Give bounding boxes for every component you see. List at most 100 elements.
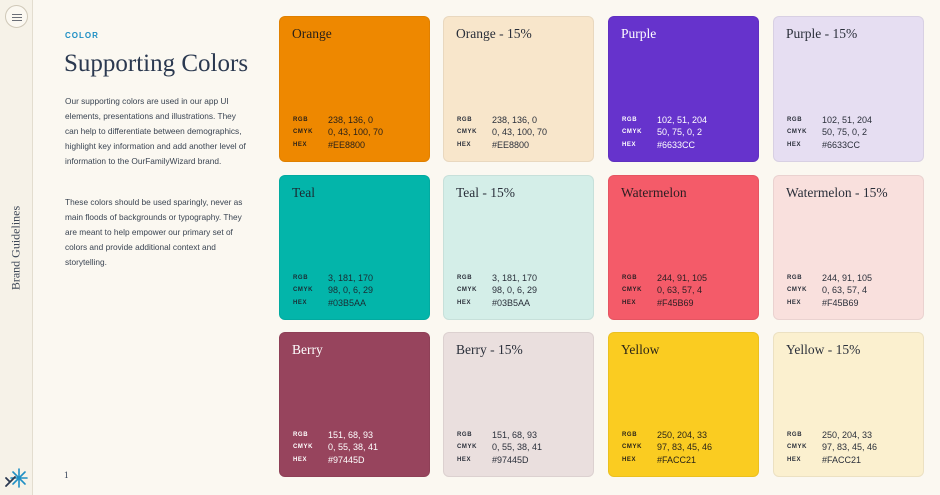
spec-label: HEX [787,141,802,148]
spec-value: 0, 63, 57, 4 [822,285,868,296]
spec-label: RGB [622,274,638,281]
swatch-specs: RGB 238, 136, 0 CMYK 0, 43, 100, 70 HEX #EE88… [457,114,547,152]
spec-label: RGB [457,116,473,123]
swatch-specs: RGB 102, 51, 204 CMYK 50, 75, 0, 2 HEX #6633C… [787,114,872,152]
spec-value: 3, 181, 170 [492,272,538,283]
spec-value: 151, 68, 93 [328,429,374,440]
section-eyebrow: COLOR [65,31,99,40]
spec-label: RGB [293,431,309,438]
spec-value: #EE8800 [492,139,530,150]
spec-label: HEX [293,141,308,148]
spec-value: 250, 204, 33 [822,429,873,440]
swatch-specs: RGB 151, 68, 93 CMYK 0, 55, 38, 41 HEX #97445… [457,429,542,467]
section-vertical-label[interactable]: Brand Guidelines [8,205,23,291]
spec-label: RGB [457,431,473,438]
spec-row-hex: HEX #F45B69 [787,297,872,310]
spec-row-cmyk: CMYK 97, 83, 45, 46 [787,441,877,454]
swatch-name: Watermelon [621,185,687,200]
spec-row-cmyk: CMYK 0, 55, 38, 41 [293,441,378,454]
spec-row-cmyk: CMYK 98, 0, 6, 29 [293,284,373,297]
spec-value: #03B5AA [328,297,367,308]
spec-row-hex: HEX #03B5AA [457,297,537,310]
sidebar-rail: Brand Guidelines [0,0,33,495]
intro-paragraph: Our supporting colors are used in our ap… [65,96,246,167]
spec-value: #97445D [328,454,365,465]
spec-label: HEX [622,299,637,306]
spec-row-cmyk: CMYK 50, 75, 0, 2 [787,126,872,139]
spec-label: RGB [787,274,803,281]
spec-row-rgb: RGB 102, 51, 204 [787,114,872,127]
swatch-name: Watermelon - 15% [786,185,888,200]
swatch-name: Berry [292,342,323,357]
spec-value: #03B5AA [492,297,531,308]
spec-label: CMYK [622,287,643,294]
spec-value: 0, 63, 57, 4 [657,285,703,296]
spec-row-rgb: RGB 250, 204, 33 [622,429,712,442]
spec-value: #6633CC [657,139,696,150]
hamburger-icon-line [12,20,22,21]
hamburger-icon-line [12,17,22,18]
spec-value: #97445D [492,454,529,465]
color-swatch-card: Berry - 15% RGB 151, 68, 93 CMYK 0, 55, 38, … [443,332,594,477]
swatch-specs: RGB 250, 204, 33 CMYK 97, 83, 45, 46 HEX #FAC… [787,429,877,467]
page-number: 1 [64,470,69,480]
spec-label: HEX [622,141,637,148]
color-swatch-card: Berry RGB 151, 68, 93 CMYK 0, 55, 38, 41 HEX #… [279,332,430,477]
spec-value: 50, 75, 0, 2 [822,127,868,138]
spec-label: HEX [457,141,472,148]
spec-value: 238, 136, 0 [328,114,374,125]
swatch-specs: RGB 102, 51, 204 CMYK 50, 75, 0, 2 HEX #6633C… [622,114,707,152]
spec-label: RGB [622,431,638,438]
page-title: Supporting Colors [64,50,249,77]
swatch-specs: RGB 3, 181, 170 CMYK 98, 0, 6, 29 HEX #03B5AA [293,272,373,310]
spec-row-hex: HEX #97445D [293,454,378,467]
spec-label: HEX [457,299,472,306]
spec-value: 97, 83, 45, 46 [657,442,713,453]
swatch-name: Orange [292,26,332,41]
spec-value: 244, 91, 105 [822,272,873,283]
spec-value: #FACC21 [822,454,862,465]
spec-row-hex: HEX #FACC21 [787,454,877,467]
spec-value: 102, 51, 204 [657,114,708,125]
spec-row-hex: HEX #6633CC [622,139,707,152]
spec-row-hex: HEX #EE8800 [457,139,547,152]
spec-label: CMYK [293,444,314,451]
spec-row-cmyk: CMYK 50, 75, 0, 2 [622,126,707,139]
spec-row-rgb: RGB 238, 136, 0 [293,114,383,127]
spec-row-hex: HEX #97445D [457,454,542,467]
spec-label: CMYK [622,129,643,136]
spec-row-rgb: RGB 3, 181, 170 [457,272,537,285]
swatch-name: Purple [621,26,657,41]
spec-value: #F45B69 [822,297,859,308]
spec-label: CMYK [457,129,478,136]
spec-row-cmyk: CMYK 0, 63, 57, 4 [787,284,872,297]
spec-row-hex: HEX #6633CC [787,139,872,152]
color-swatch-card: Teal - 15% RGB 3, 181, 170 CMYK 98, 0, 6, 29… [443,175,594,320]
spec-value: #6633CC [822,139,861,150]
spec-row-rgb: RGB 151, 68, 93 [457,429,542,442]
spec-row-rgb: RGB 3, 181, 170 [293,272,373,285]
swatch-specs: RGB 244, 91, 105 CMYK 0, 63, 57, 4 HEX #F45B6… [622,272,707,310]
spec-label: HEX [787,456,802,463]
usage-paragraph: These colors should be used sparingly, n… [65,197,243,268]
starburst-logo-icon[interactable] [4,466,28,490]
spec-label: RGB [293,116,309,123]
spec-value: 0, 55, 38, 41 [328,442,379,453]
spec-label: HEX [293,456,308,463]
menu-button[interactable] [5,5,28,28]
swatch-name: Teal [292,185,316,200]
spec-label: RGB [787,431,803,438]
spec-label: HEX [787,299,802,306]
spec-label: CMYK [293,287,314,294]
spec-value: #EE8800 [328,139,366,150]
spec-row-cmyk: CMYK 98, 0, 6, 29 [457,284,537,297]
spec-value: 0, 43, 100, 70 [492,127,548,138]
spec-value: 0, 55, 38, 41 [492,442,543,453]
swatch-specs: RGB 250, 204, 33 CMYK 97, 83, 45, 46 HEX #FAC… [622,429,712,467]
spec-value: 102, 51, 204 [822,114,873,125]
spec-value: 50, 75, 0, 2 [657,127,703,138]
color-swatch-card: Purple RGB 102, 51, 204 CMYK 50, 75, 0, 2 HEX… [608,16,759,162]
spec-row-rgb: RGB 102, 51, 204 [622,114,707,127]
color-swatch-card: Watermelon RGB 244, 91, 105 CMYK 0, 63, 57, … [608,175,759,320]
spec-label: CMYK [787,287,808,294]
